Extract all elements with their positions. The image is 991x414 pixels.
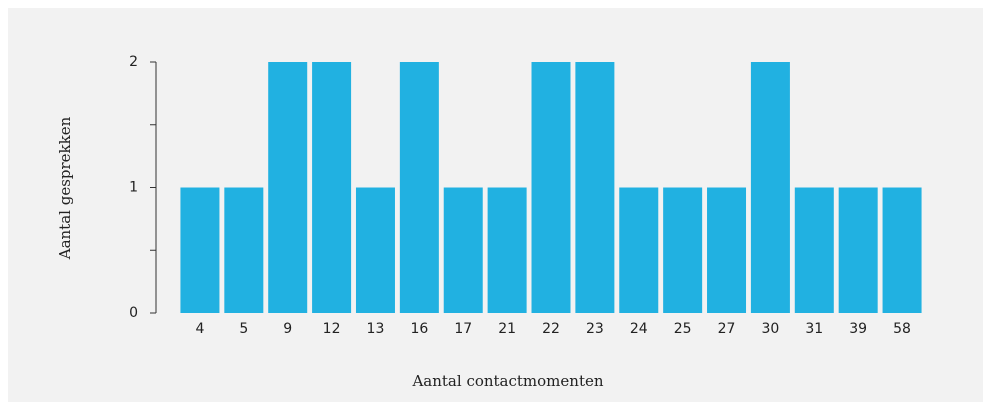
y-tick-label: 1 — [129, 180, 138, 196]
x-tick-label: 13 — [367, 321, 385, 337]
x-tick-label: 39 — [849, 321, 867, 337]
bar — [531, 62, 571, 313]
bar — [619, 187, 659, 313]
bar — [399, 62, 439, 313]
bar — [487, 187, 527, 313]
bar — [355, 187, 395, 313]
bar — [268, 62, 308, 313]
bar — [750, 62, 790, 313]
bar — [180, 187, 220, 313]
x-tick-label: 31 — [805, 321, 823, 337]
x-tick-label: 27 — [718, 321, 736, 337]
bar — [707, 187, 747, 313]
x-tick-label: 58 — [893, 321, 911, 337]
x-tick-label: 22 — [542, 321, 560, 337]
bar — [663, 187, 703, 313]
bar — [838, 187, 878, 313]
bar — [575, 62, 615, 313]
x-tick-label: 5 — [239, 321, 248, 337]
x-tick-label: 16 — [410, 321, 428, 337]
y-tick-label: 0 — [129, 305, 138, 321]
x-tick-label: 4 — [195, 321, 204, 337]
x-tick-label: 17 — [454, 321, 472, 337]
x-tick-label: 12 — [323, 321, 341, 337]
x-tick-label: 9 — [283, 321, 292, 337]
bar — [312, 62, 352, 313]
bar — [794, 187, 834, 313]
y-tick-label: 2 — [129, 54, 138, 70]
x-tick-label: 24 — [630, 321, 648, 337]
x-tick-label: 25 — [674, 321, 692, 337]
x-axis-label: Aantal contactmomenten — [411, 372, 603, 390]
bar — [443, 187, 483, 313]
x-tick-label: 21 — [498, 321, 516, 337]
y-axis-label: Aantal gesprekken — [56, 116, 74, 260]
bar — [224, 187, 264, 313]
bar — [882, 187, 922, 313]
x-tick-label: 23 — [586, 321, 604, 337]
x-tick-label: 30 — [761, 321, 779, 337]
